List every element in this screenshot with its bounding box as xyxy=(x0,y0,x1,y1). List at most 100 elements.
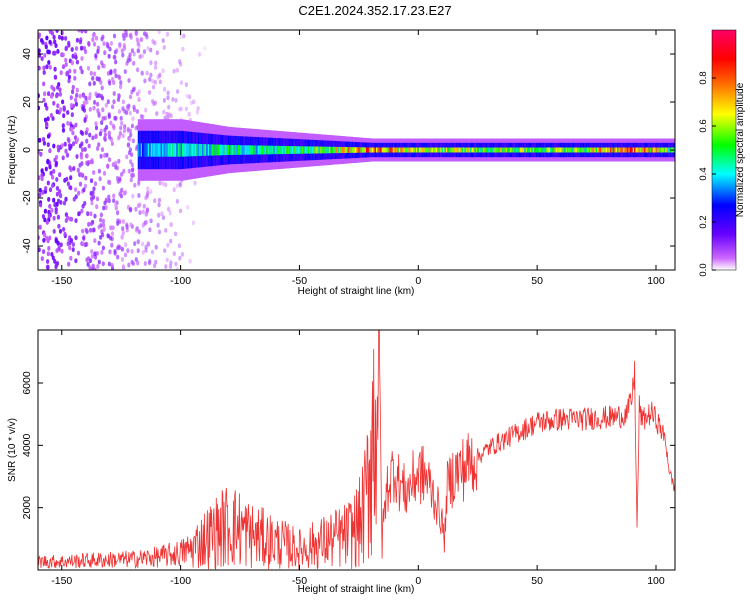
heatmap-speckle xyxy=(144,244,148,250)
heatmap-speckle xyxy=(133,241,137,247)
heatmap-band-core xyxy=(448,147,452,153)
heatmap-band-core xyxy=(274,145,278,155)
heatmap-band-core xyxy=(229,145,232,155)
heatmap-speckle xyxy=(149,60,153,66)
heatmap-speckle xyxy=(56,103,60,109)
heatmap-speckle xyxy=(153,79,157,85)
heatmap-speckle xyxy=(116,254,120,260)
heatmap-speckle xyxy=(48,235,52,241)
heatmap-speckle xyxy=(77,30,81,33)
heatmap-speckle xyxy=(153,198,157,204)
heatmap-band-core xyxy=(183,143,187,157)
heatmap-speckle xyxy=(48,148,52,154)
heatmap-speckle xyxy=(94,125,99,131)
heatmap-band-core xyxy=(645,147,649,153)
heatmap-speckle xyxy=(128,52,132,58)
heatmap-speckle xyxy=(198,52,202,57)
heatmap-band-core xyxy=(348,147,352,153)
heatmap-speckle xyxy=(57,223,61,229)
heatmap-speckle xyxy=(83,201,87,206)
heatmap-band-core xyxy=(437,147,440,153)
heatmap-band-core xyxy=(318,146,322,154)
heatmap-speckle xyxy=(52,143,56,149)
heatmap-speckle xyxy=(73,68,77,74)
heatmap-speckle xyxy=(161,38,165,43)
heatmap-speckle xyxy=(106,99,110,105)
heatmap-speckle xyxy=(91,263,95,269)
bottom-ylabel: SNR (10 * v/v) xyxy=(7,418,18,482)
heatmap-band-core xyxy=(500,147,503,153)
heatmap-band-core xyxy=(505,147,509,153)
heatmap-speckle xyxy=(113,249,117,254)
heatmap-speckle xyxy=(85,99,89,105)
heatmap-speckle xyxy=(123,69,127,74)
heatmap-speckle xyxy=(151,78,155,84)
heatmap-speckle xyxy=(128,110,132,116)
heatmap-band-core xyxy=(334,146,338,154)
heatmap-speckle xyxy=(38,175,41,181)
heatmap-speckle xyxy=(84,175,88,181)
heatmap-band-core xyxy=(587,147,590,153)
heatmap-speckle xyxy=(158,180,162,186)
heatmap-speckle xyxy=(100,120,104,125)
heatmap-speckle xyxy=(169,260,173,265)
heatmap-speckle xyxy=(144,220,148,225)
heatmap-speckle xyxy=(91,135,95,141)
heatmap-band-core xyxy=(532,147,536,153)
heatmap-speckle xyxy=(57,34,62,40)
heatmap-band-core xyxy=(668,147,671,153)
heatmap-speckle xyxy=(146,186,150,192)
heatmap-speckle xyxy=(68,165,72,171)
heatmap-speckle xyxy=(47,209,51,215)
heatmap-speckle xyxy=(90,249,94,254)
heatmap-speckle xyxy=(47,49,51,55)
heatmap-band-core xyxy=(174,143,178,157)
heatmap-speckle xyxy=(114,160,118,166)
heatmap-band-core xyxy=(279,145,282,155)
heatmap-band-core xyxy=(440,147,443,153)
y-tick-label: 40 xyxy=(21,48,33,60)
heatmap-speckle xyxy=(65,71,69,77)
heatmap-speckle xyxy=(85,153,89,159)
heatmap-band-core xyxy=(465,147,469,153)
heatmap-band-core xyxy=(139,143,142,157)
heatmap-speckle xyxy=(78,39,83,45)
heatmap-band-core xyxy=(350,147,353,153)
heatmap-band-core xyxy=(398,147,402,153)
heatmap-band-core xyxy=(337,146,341,154)
heatmap-speckle xyxy=(181,46,185,52)
heatmap-speckle xyxy=(150,249,155,255)
heatmap-band-core xyxy=(216,144,219,156)
heatmap-band-core xyxy=(473,147,476,153)
heatmap-speckle xyxy=(92,105,96,111)
heatmap-speckle xyxy=(67,74,71,80)
heatmap-speckle xyxy=(45,64,49,70)
heatmap-band-core xyxy=(478,147,482,153)
heatmap-band-core xyxy=(518,147,522,153)
heatmap-speckle xyxy=(108,134,112,140)
colorbar-tick-label: 0.6 xyxy=(698,119,709,132)
heatmap-speckle xyxy=(63,231,67,237)
heatmap-band-core xyxy=(137,143,141,157)
heatmap-speckle xyxy=(127,262,131,268)
heatmap-band-core xyxy=(304,146,308,154)
heatmap-speckle xyxy=(85,160,89,166)
heatmap-band-core xyxy=(152,143,155,157)
heatmap-speckle xyxy=(58,228,63,234)
heatmap-speckle xyxy=(80,69,84,75)
heatmap-band-core xyxy=(644,147,647,153)
heatmap-speckle xyxy=(128,147,132,153)
heatmap-band-core xyxy=(291,146,295,154)
heatmap-speckle xyxy=(74,235,78,241)
y-tick-label: 2000 xyxy=(21,496,33,520)
heatmap-speckle xyxy=(72,166,76,171)
heatmap-speckle xyxy=(99,212,103,218)
heatmap-speckle xyxy=(185,93,189,99)
heatmap-speckle xyxy=(120,120,124,126)
heatmap-speckle xyxy=(54,238,58,244)
heatmap-band-core xyxy=(383,147,386,153)
heatmap-band-core xyxy=(273,145,276,155)
heatmap-speckle xyxy=(48,164,52,170)
heatmap-speckle xyxy=(100,147,105,153)
heatmap-speckle xyxy=(119,80,123,86)
